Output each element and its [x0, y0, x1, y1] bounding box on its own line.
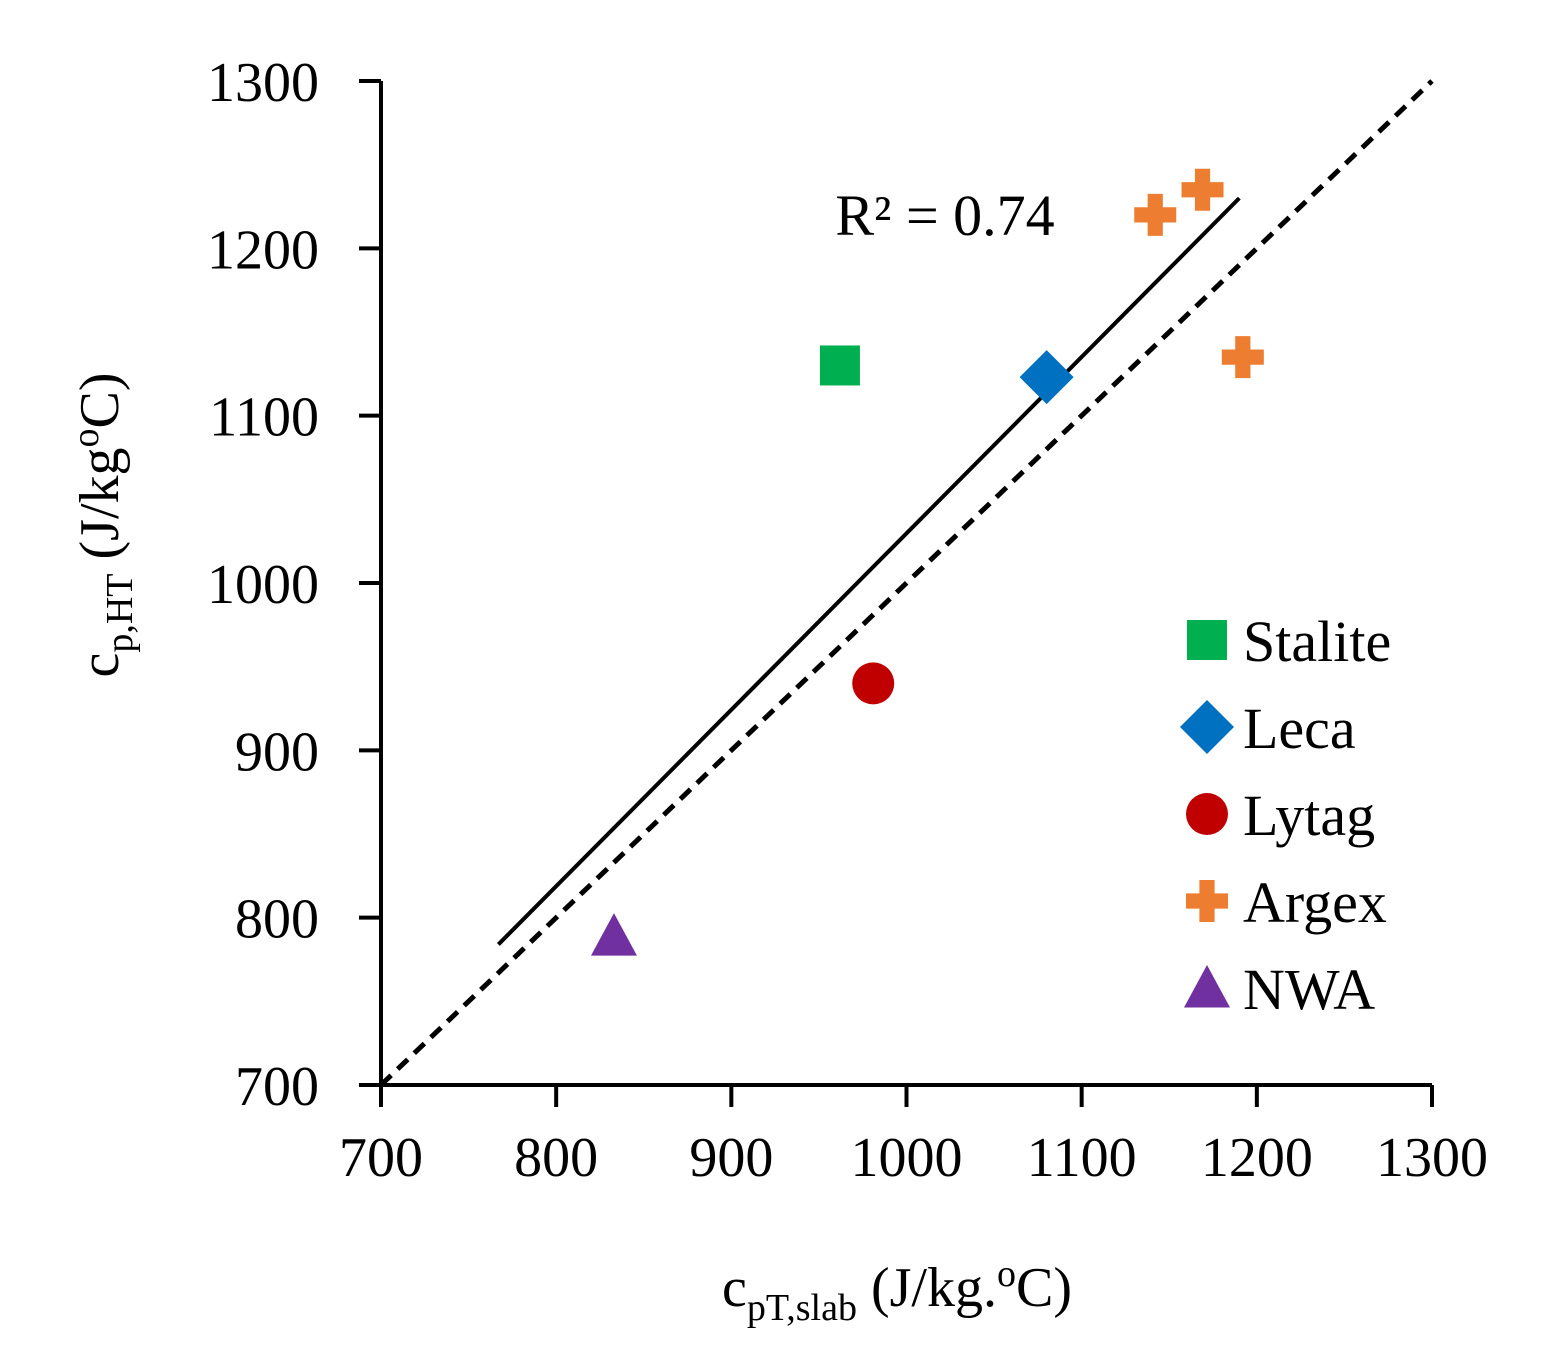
legend-label-nwa: NWA — [1243, 957, 1375, 1022]
legend-label-leca: Leca — [1243, 696, 1356, 761]
y-tick-label: 1200 — [207, 219, 319, 281]
data-points — [590, 168, 1264, 956]
y-axis-title-sub: p,HT — [99, 573, 141, 652]
y-tick-label: 1300 — [207, 52, 319, 114]
point-argex — [1221, 336, 1264, 379]
point-argex — [1134, 193, 1177, 236]
point-nwa — [590, 913, 637, 956]
legend-label-lytag: Lytag — [1243, 783, 1375, 848]
x-tick-label: 700 — [339, 1127, 423, 1189]
y-axis-ticks: 700 800 900 1000 1100 1200 1300 — [207, 52, 381, 1118]
legend-marker-argex — [1186, 880, 1228, 923]
trendline — [496, 196, 1241, 946]
legend-marker-lytag — [1186, 793, 1228, 835]
x-tick-label: 1300 — [1376, 1127, 1488, 1189]
x-tick-label: 800 — [514, 1127, 598, 1189]
x-tick-label: 1200 — [1201, 1127, 1313, 1189]
legend: Stalite Leca Lytag Argex NWA — [1180, 609, 1391, 1022]
y-tick-label: 800 — [235, 889, 319, 951]
point-leca — [1019, 350, 1074, 405]
legend-marker-stalite — [1187, 620, 1227, 660]
legend-marker-nwa — [1184, 965, 1230, 1008]
y-axis-title: cp,HT (J/kgoC) — [65, 372, 141, 677]
legend-label-argex: Argex — [1243, 870, 1387, 935]
x-axis-title-sup: o — [997, 1253, 1016, 1295]
x-tick-label: 900 — [689, 1127, 773, 1189]
point-lytag — [852, 662, 895, 705]
legend-marker-leca — [1180, 700, 1234, 754]
reference-line-1to1 — [379, 79, 1434, 1087]
y-axis-title-sup: o — [65, 428, 107, 447]
point-stalite — [819, 345, 860, 386]
x-tick-label: 1100 — [1027, 1127, 1137, 1189]
point-argex — [1181, 168, 1224, 211]
x-axis-title-main: c — [722, 1257, 747, 1319]
x-axis-title-rest: (J/kg. — [857, 1257, 997, 1319]
r-squared-annotation: R² = 0.74 — [835, 183, 1054, 248]
x-tick-label: 1000 — [851, 1127, 963, 1189]
x-axis-title: cpT,slab (J/kg.oC) — [722, 1253, 1072, 1329]
legend-label-stalite: Stalite — [1243, 609, 1391, 674]
y-tick-label: 1000 — [207, 554, 319, 616]
y-tick-label: 700 — [235, 1056, 319, 1118]
y-axis-title-main: c — [69, 653, 131, 678]
y-tick-label: 1100 — [209, 387, 319, 449]
x-axis-title-sub: pT,slab — [747, 1287, 857, 1329]
y-axis-title-end: C) — [69, 372, 131, 428]
y-tick-label: 900 — [235, 721, 319, 783]
y-axis-title-rest: (J/kg — [69, 447, 131, 573]
x-axis-ticks: 700 800 900 1000 1100 1200 1300 — [339, 1085, 1488, 1189]
x-axis-title-end: C) — [1016, 1257, 1072, 1319]
